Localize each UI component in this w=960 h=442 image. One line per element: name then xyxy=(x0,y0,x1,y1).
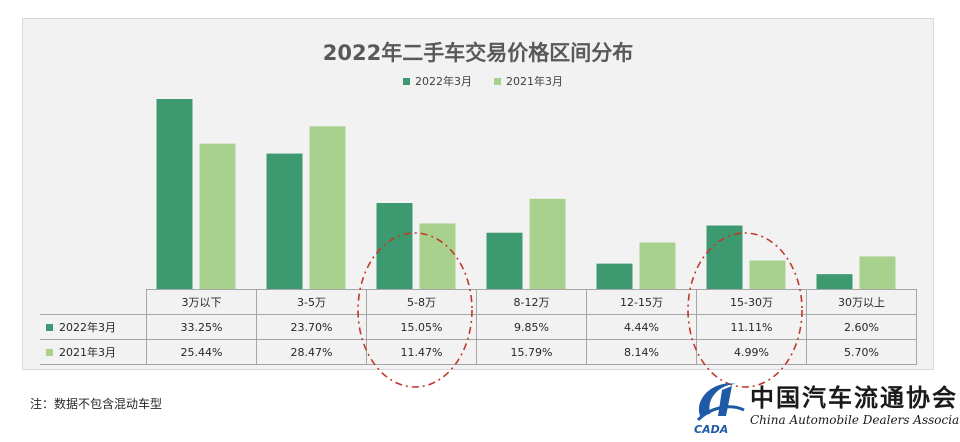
bar-2022-4 xyxy=(596,263,633,289)
category-label: 30万以上 xyxy=(806,289,917,315)
table-row-2022: 2022年3月 33.25% 23.70% 15.05% 9.85% 4.44%… xyxy=(40,314,917,340)
bar-2021-0 xyxy=(199,143,236,289)
row-swatch-2022 xyxy=(46,324,53,331)
category-label: 5-8万 xyxy=(366,289,477,315)
data-label: 28.47% xyxy=(256,339,367,365)
bar-2022-6 xyxy=(816,274,853,289)
bar-2021-3 xyxy=(529,198,566,289)
bar-2022-0 xyxy=(156,99,193,289)
data-label: 5.70% xyxy=(806,339,917,365)
bar-2021-4 xyxy=(639,242,676,289)
data-label: 4.99% xyxy=(696,339,807,365)
data-table: 3万以下 3-5万 5-8万 8-12万 12-15万 15-30万 30万以上… xyxy=(40,289,917,365)
row-header-label: 2021年3月 xyxy=(59,346,116,359)
row-header-2021: 2021年3月 xyxy=(40,339,147,365)
logo-english-name: China Automobile Dealers Association xyxy=(750,413,960,427)
logo-chinese-name: 中国汽车流通协会 xyxy=(750,383,958,412)
table-corner xyxy=(40,289,147,315)
cada-logo: CADA 中国汽车流通协会 China Automobile Dealers A… xyxy=(692,376,960,436)
row-header-2022: 2022年3月 xyxy=(40,314,147,340)
data-label: 25.44% xyxy=(146,339,257,365)
bar-2021-1 xyxy=(309,126,346,289)
data-label: 9.85% xyxy=(476,314,587,340)
table-header-row: 3万以下 3-5万 5-8万 8-12万 12-15万 15-30万 30万以上 xyxy=(40,289,917,315)
bar-2021-2 xyxy=(419,223,456,289)
data-label: 8.14% xyxy=(586,339,697,365)
bar-2021-6 xyxy=(859,256,896,289)
legend-label-2022: 2022年3月 xyxy=(415,75,472,88)
bar-2022-5 xyxy=(706,225,743,289)
legend-swatch-2021 xyxy=(494,77,501,85)
category-label: 12-15万 xyxy=(586,289,697,315)
legend-label-2021: 2021年3月 xyxy=(506,75,563,88)
table-row-2021: 2021年3月 25.44% 28.47% 11.47% 15.79% 8.14… xyxy=(40,339,917,365)
footnote: 注：数据不包含混动车型 xyxy=(30,397,163,411)
bar-2022-3 xyxy=(486,232,523,289)
bar-2021-5 xyxy=(749,260,786,289)
chart-title: 2022年二手车交易价格区间分布 xyxy=(322,41,634,65)
cada-logo-mark: CADA xyxy=(694,383,745,436)
data-label: 23.70% xyxy=(256,314,367,340)
category-label: 15-30万 xyxy=(696,289,807,315)
data-label: 33.25% xyxy=(146,314,257,340)
data-label: 15.79% xyxy=(476,339,587,365)
chart-panel: 2022年二手车交易价格区间分布 2022年3月 2021年3月 3万以下 3-… xyxy=(22,18,934,370)
legend-item-2021: 2021年3月 xyxy=(494,73,563,89)
row-swatch-2021 xyxy=(46,349,53,356)
data-label: 2.60% xyxy=(806,314,917,340)
data-label: 11.11% xyxy=(696,314,807,340)
cada-mark-text: CADA xyxy=(694,423,728,436)
data-label: 4.44% xyxy=(586,314,697,340)
row-header-label: 2022年3月 xyxy=(59,321,116,334)
bar-2022-1 xyxy=(266,153,303,289)
category-label: 3万以下 xyxy=(146,289,257,315)
legend-item-2022: 2022年3月 xyxy=(403,73,472,89)
chart-legend: 2022年3月 2021年3月 xyxy=(403,73,563,89)
category-label: 8-12万 xyxy=(476,289,587,315)
category-label: 3-5万 xyxy=(256,289,367,315)
bar-2022-2 xyxy=(376,203,413,289)
data-label: 11.47% xyxy=(366,339,477,365)
legend-swatch-2022 xyxy=(403,77,410,85)
data-label: 15.05% xyxy=(366,314,477,340)
